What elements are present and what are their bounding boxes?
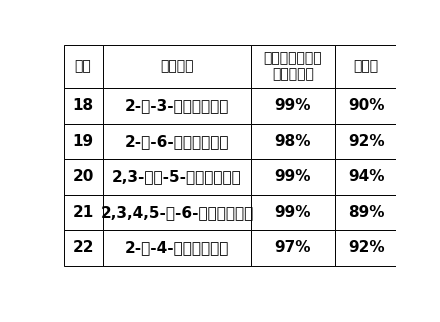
Bar xyxy=(334,230,398,266)
Text: 酯收率: 酯收率 xyxy=(354,60,379,73)
Bar xyxy=(103,159,251,194)
Bar xyxy=(334,159,398,194)
Text: 2-氯-4-三氯甲基吡啶: 2-氯-4-三氯甲基吡啶 xyxy=(125,240,229,255)
Text: 99%: 99% xyxy=(275,99,311,113)
Bar xyxy=(334,45,398,88)
Bar xyxy=(63,88,103,124)
Bar xyxy=(251,194,334,230)
Text: 产品名称: 产品名称 xyxy=(160,60,194,73)
Text: 92%: 92% xyxy=(348,240,385,255)
Bar xyxy=(103,194,251,230)
Text: 22: 22 xyxy=(73,240,94,255)
Text: 94%: 94% xyxy=(348,169,385,185)
Text: 98%: 98% xyxy=(275,134,311,149)
Bar xyxy=(334,124,398,159)
Bar xyxy=(251,230,334,266)
Text: 2-氯-6-三氯甲基吡啶: 2-氯-6-三氯甲基吡啶 xyxy=(125,134,229,149)
Text: 18: 18 xyxy=(73,99,94,113)
Bar xyxy=(251,124,334,159)
Bar xyxy=(63,159,103,194)
Bar xyxy=(103,230,251,266)
Bar xyxy=(251,159,334,194)
Text: 2,3,4,5-氯-6-三氯甲基吡啶: 2,3,4,5-氯-6-三氯甲基吡啶 xyxy=(100,205,253,220)
Text: 20: 20 xyxy=(73,169,94,185)
Text: 90%: 90% xyxy=(348,99,385,113)
Bar xyxy=(103,124,251,159)
Bar xyxy=(251,88,334,124)
Text: 21: 21 xyxy=(73,205,94,220)
Bar xyxy=(251,45,334,88)
Bar xyxy=(63,194,103,230)
Text: 89%: 89% xyxy=(348,205,385,220)
Bar xyxy=(103,88,251,124)
Bar xyxy=(63,230,103,266)
Text: 三氯甲基吡啶衍
生物转化率: 三氯甲基吡啶衍 生物转化率 xyxy=(264,52,322,82)
Text: 2-氯-3-三氯甲基吡啶: 2-氯-3-三氯甲基吡啶 xyxy=(125,99,229,113)
Bar xyxy=(103,45,251,88)
Text: 19: 19 xyxy=(73,134,94,149)
Text: 序号: 序号 xyxy=(75,60,92,73)
Bar xyxy=(334,194,398,230)
Text: 2,3-三氯-5-三氯甲基吡啶: 2,3-三氯-5-三氯甲基吡啶 xyxy=(112,169,242,185)
Bar xyxy=(63,124,103,159)
Text: 92%: 92% xyxy=(348,134,385,149)
Text: 97%: 97% xyxy=(275,240,311,255)
Bar xyxy=(334,88,398,124)
Bar xyxy=(63,45,103,88)
Text: 99%: 99% xyxy=(275,169,311,185)
Text: 99%: 99% xyxy=(275,205,311,220)
